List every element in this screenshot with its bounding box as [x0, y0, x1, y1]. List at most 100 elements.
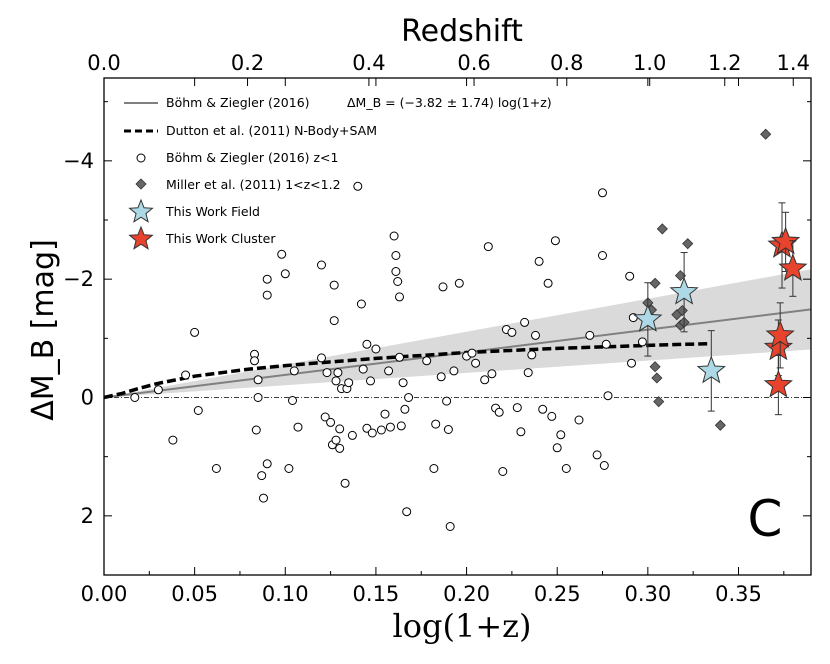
top-tick-label: 1.0 — [633, 51, 666, 75]
legend-cluster-star — [128, 225, 154, 250]
legend-miller-label: Miller et al. (2011) 1<z<1.2 — [166, 177, 341, 192]
legend-fit-formula: ΔM_B = (−3.82 ± 1.74) log(1+z) — [347, 95, 552, 110]
bohm-point — [168, 435, 178, 445]
bohm-point — [512, 403, 522, 413]
plot-frame — [103, 77, 812, 576]
miller-point — [682, 238, 694, 250]
x-axis-label: log(1+z) — [393, 607, 532, 645]
dutton-curve — [103, 341, 712, 400]
bohm-point — [288, 396, 297, 405]
bohm-point — [331, 376, 341, 386]
bohm-point — [598, 188, 607, 198]
bohm-point — [494, 407, 504, 417]
bohm-point — [592, 450, 602, 460]
bohm-point — [400, 404, 410, 414]
bohm-point — [320, 412, 330, 422]
bohm-point — [344, 378, 354, 388]
cluster-star — [763, 332, 794, 361]
bohm-point — [395, 352, 404, 362]
bohm-point — [322, 368, 332, 378]
bohm-point — [280, 269, 290, 279]
miller-point — [649, 361, 661, 373]
bohm-point — [480, 375, 490, 385]
top-tick-label: 1.4 — [777, 51, 810, 75]
left-tick-label: −2 — [63, 267, 94, 291]
bohm-point — [627, 358, 636, 368]
bohm-point — [317, 260, 326, 270]
bohm-point — [598, 251, 607, 260]
bohm-point — [561, 464, 571, 473]
bohm-point — [402, 507, 412, 517]
bohm-point — [471, 358, 481, 368]
bohm-point — [211, 464, 221, 473]
bohm-point — [534, 256, 544, 266]
bohm-point — [262, 459, 272, 469]
bohm-point — [293, 422, 303, 432]
top-tick-label: 0.6 — [457, 51, 490, 75]
miller-point — [651, 372, 663, 384]
y-axis-label: ΔM_B [mag] — [26, 239, 61, 421]
field-star — [633, 304, 663, 332]
bohm-point — [353, 181, 363, 191]
field-star — [696, 355, 726, 384]
bohm-point — [550, 236, 560, 246]
bohm-point — [331, 435, 341, 445]
bottom-tick-label: 0.00 — [81, 582, 128, 606]
bohm-point — [253, 375, 263, 385]
fit-uncertainty-band — [104, 269, 811, 398]
bohm-point — [284, 464, 294, 473]
left-tick-label: −4 — [63, 149, 94, 173]
bohm-point — [547, 411, 557, 421]
bohm-point — [467, 348, 477, 358]
miller-point — [653, 396, 665, 408]
bottom-tick-label: 0.05 — [171, 582, 218, 606]
miller-point — [649, 277, 661, 289]
legend-bohm-label: Böhm & Ziegler (2016) z<1 — [166, 150, 338, 165]
bohm-point — [543, 278, 553, 288]
bohm-point — [398, 378, 408, 388]
bohm-point — [585, 330, 595, 340]
bohm-point — [356, 299, 366, 309]
bohm-point — [277, 249, 287, 259]
cluster-star — [770, 226, 801, 255]
bohm-point — [384, 366, 394, 376]
bohm-point — [520, 317, 530, 327]
left-tick-label: 0 — [81, 386, 94, 410]
top-tick-label: 0.2 — [231, 51, 264, 75]
bohm-point — [317, 353, 326, 363]
bohm-point — [603, 391, 613, 401]
bohm-point — [362, 339, 372, 349]
miller-point — [676, 304, 688, 317]
bohm-point — [358, 364, 368, 374]
bohm-point — [556, 430, 566, 440]
bohm-point — [153, 385, 163, 395]
bohm-point — [531, 330, 540, 340]
bohm-point — [422, 356, 432, 366]
legend-field-star — [128, 198, 154, 223]
bohm-point — [487, 369, 497, 379]
panel-label: C — [748, 490, 783, 548]
bohm-point — [498, 467, 508, 476]
bohm-point — [289, 366, 299, 376]
legend-dutton-label: Dutton et al. (2011) N-Body+SAM — [166, 123, 377, 138]
top-axis-title: Redshift — [401, 14, 523, 49]
bohm-point — [376, 425, 386, 435]
bohm-point — [335, 424, 345, 434]
miller-point — [760, 128, 772, 140]
bottom-tick-label: 0.35 — [715, 582, 762, 606]
bohm-point — [262, 274, 272, 284]
bohm-point — [429, 464, 439, 473]
bohm-point — [393, 277, 403, 286]
bohm-point — [601, 339, 611, 349]
bohm-point — [259, 493, 268, 503]
bohm-point — [371, 344, 381, 354]
bohm-point — [449, 366, 459, 376]
bohm-point — [385, 422, 395, 432]
cluster-star — [763, 369, 794, 398]
bohm-point — [193, 406, 203, 415]
bohm-point — [130, 393, 140, 402]
top-tick-label: 0.4 — [352, 51, 385, 75]
bohm-point — [262, 290, 272, 300]
cluster-star — [778, 253, 808, 281]
